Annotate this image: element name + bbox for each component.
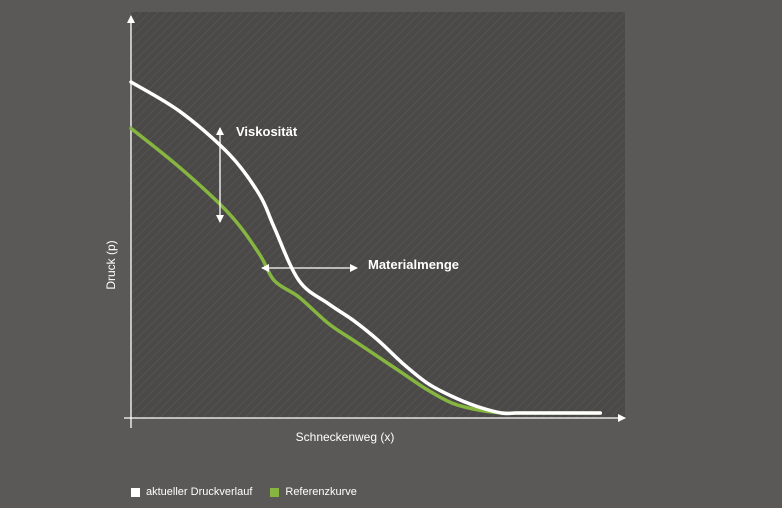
legend-swatch-green	[270, 487, 280, 497]
legend-item-aktueller-druckverlauf: aktueller Druckverlauf	[131, 486, 252, 498]
series-layer	[129, 80, 603, 416]
legend: aktueller Druckverlauf Referenzkurve	[131, 486, 375, 498]
materialmenge-label: Materialmenge	[368, 257, 459, 272]
x-axis-label: Schneckenweg (x)	[296, 430, 395, 444]
legend-swatch-white	[131, 487, 140, 497]
legend-label: Referenzkurve	[285, 486, 357, 498]
series-line-aktueller-druckverlauf	[129, 80, 603, 416]
legend-label: aktueller Druckverlauf	[146, 486, 253, 498]
viskositaet-label: Viskosität	[236, 124, 298, 139]
plot-area	[131, 12, 625, 418]
legend-item-referenzkurve: Referenzkurve	[270, 486, 357, 498]
y-axis-label: Druck (p)	[104, 240, 118, 289]
